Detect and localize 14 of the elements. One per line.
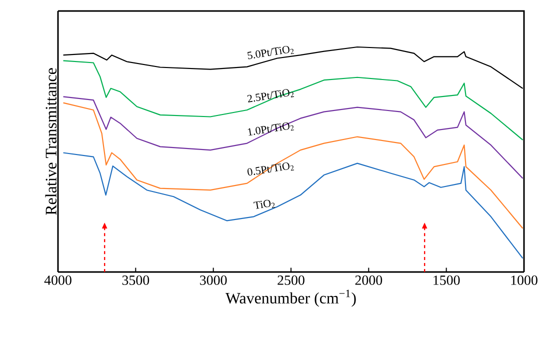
text: 0.5Pt/TiO$_{2}$ <box>248 162 294 176</box>
x-tick-label: 4000 <box>44 276 72 285</box>
x-tick-label: 3000 <box>200 276 227 285</box>
text: 2.5Pt/TiO$_{2}$ <box>247 89 294 102</box>
x-tick-label: 2500 <box>278 276 304 285</box>
x-axis-title: Wavenumber (cm$^{−1}$) <box>226 290 356 307</box>
text: 5.0Pt/TiO$_{2}$ <box>248 46 294 60</box>
text: TiO$_{2}$ <box>254 200 276 209</box>
x-tick-label: 1500 <box>434 276 460 285</box>
x-tick-label: 3500 <box>122 276 150 285</box>
y-axis-title: Relative Transmittance <box>45 68 56 215</box>
x-tick-label: 1000 <box>511 276 538 285</box>
x-tick-label: 2000 <box>355 276 382 285</box>
text: 1.0Pt/TiO$_{2}$ <box>248 122 294 136</box>
